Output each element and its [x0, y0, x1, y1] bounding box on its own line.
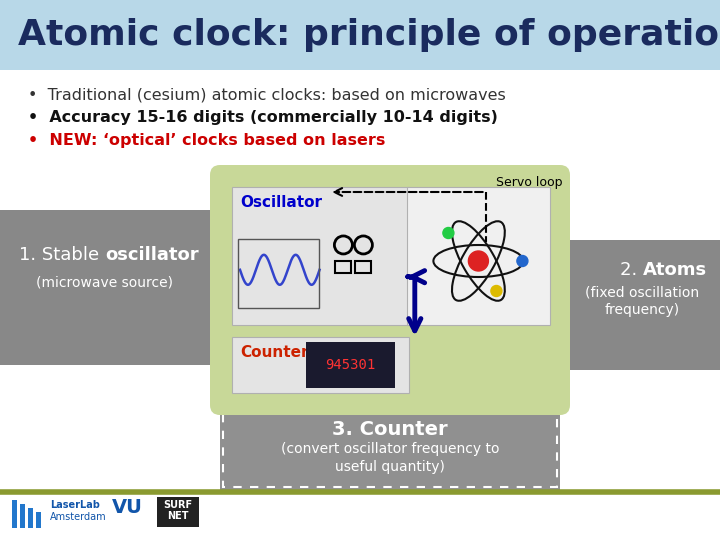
- Bar: [0, 210, 210, 365]
- Text: SURF: SURF: [163, 500, 192, 510]
- Bar: [356, 261, 372, 273]
- Text: 945301: 945301: [325, 358, 376, 372]
- Text: VU: VU: [112, 498, 143, 517]
- Circle shape: [491, 286, 502, 296]
- Circle shape: [517, 255, 528, 267]
- Text: 2.: 2.: [619, 261, 642, 279]
- Text: NET: NET: [167, 511, 189, 521]
- Text: frequency): frequency): [605, 303, 680, 317]
- Text: 3. Counter: 3. Counter: [332, 420, 448, 439]
- Text: (convert oscillator frequency to: (convert oscillator frequency to: [281, 442, 499, 456]
- Bar: [36, 512, 41, 528]
- Text: Amsterdam: Amsterdam: [50, 512, 107, 522]
- Bar: [157, 497, 199, 527]
- Text: Atomic clock: principle of operation: Atomic clock: principle of operation: [18, 18, 720, 52]
- Text: LaserLab: LaserLab: [50, 500, 100, 510]
- Text: Oscillator: Oscillator: [240, 195, 322, 210]
- Text: oscillator: oscillator: [105, 246, 199, 264]
- FancyBboxPatch shape: [210, 165, 570, 415]
- Circle shape: [443, 227, 454, 239]
- Bar: [565, 240, 720, 370]
- Bar: [220, 400, 560, 490]
- Text: Atoms: Atoms: [642, 261, 706, 279]
- Bar: [238, 239, 320, 308]
- Bar: [28, 508, 33, 528]
- Bar: [306, 342, 395, 388]
- Text: •  NEW: ‘optical’ clocks based on lasers: • NEW: ‘optical’ clocks based on lasers: [28, 133, 385, 148]
- Text: •  Traditional (cesium) atomic clocks: based on microwaves: • Traditional (cesium) atomic clocks: ba…: [28, 88, 505, 103]
- Text: useful quantity): useful quantity): [335, 460, 445, 474]
- Bar: [20, 504, 25, 528]
- Circle shape: [469, 251, 488, 271]
- Bar: [232, 337, 409, 393]
- Bar: [336, 261, 351, 273]
- Text: Servo loop: Servo loop: [495, 176, 562, 189]
- Bar: [232, 187, 409, 325]
- Bar: [407, 187, 550, 325]
- Text: Counter: Counter: [240, 345, 308, 360]
- Bar: [223, 403, 557, 487]
- Text: 1. Stable: 1. Stable: [19, 246, 105, 264]
- Text: •  Accuracy 15-16 digits (commercially 10-14 digits): • Accuracy 15-16 digits (commercially 10…: [28, 110, 498, 125]
- Bar: [12, 500, 17, 528]
- Text: (microwave source): (microwave source): [37, 275, 174, 289]
- Text: (fixed oscillation: (fixed oscillation: [585, 286, 700, 300]
- Bar: [0, 0, 720, 70]
